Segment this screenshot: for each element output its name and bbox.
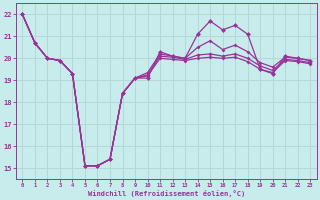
X-axis label: Windchill (Refroidissement éolien,°C): Windchill (Refroidissement éolien,°C) [88,190,245,197]
